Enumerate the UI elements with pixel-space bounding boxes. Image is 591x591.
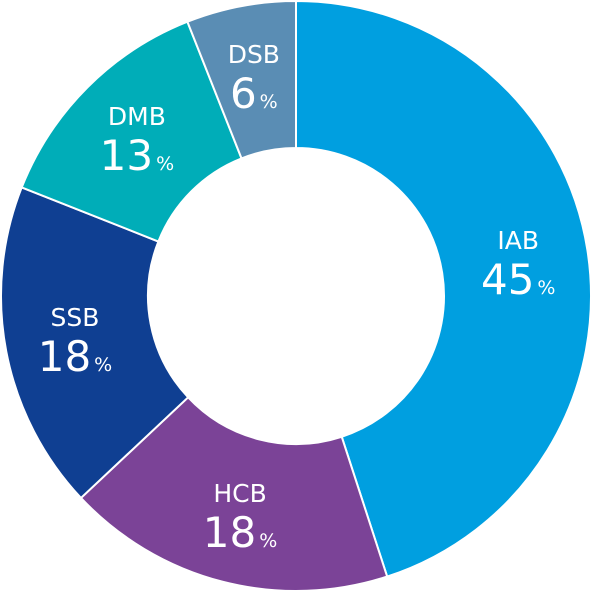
slice-dsb [186,0,297,160]
slice-value-iab: 45% [481,255,556,304]
slice-value-dsb: 6% [230,69,278,118]
slice-ssb [0,186,190,500]
slice-label-dmb: DMB [108,102,166,131]
slice-label-dsb: DSB [228,40,280,69]
slice-dmb [20,20,243,243]
slice-label-iab: IAB [497,226,539,255]
slice-label-hcb: HCB [213,479,266,508]
slice-value-hcb: 18% [203,508,278,557]
slice-value-dmb: 13% [100,131,175,180]
slice-value-ssb: 18% [38,332,113,381]
slice-label-ssb: SSB [51,303,100,332]
slice-iab [295,0,591,578]
